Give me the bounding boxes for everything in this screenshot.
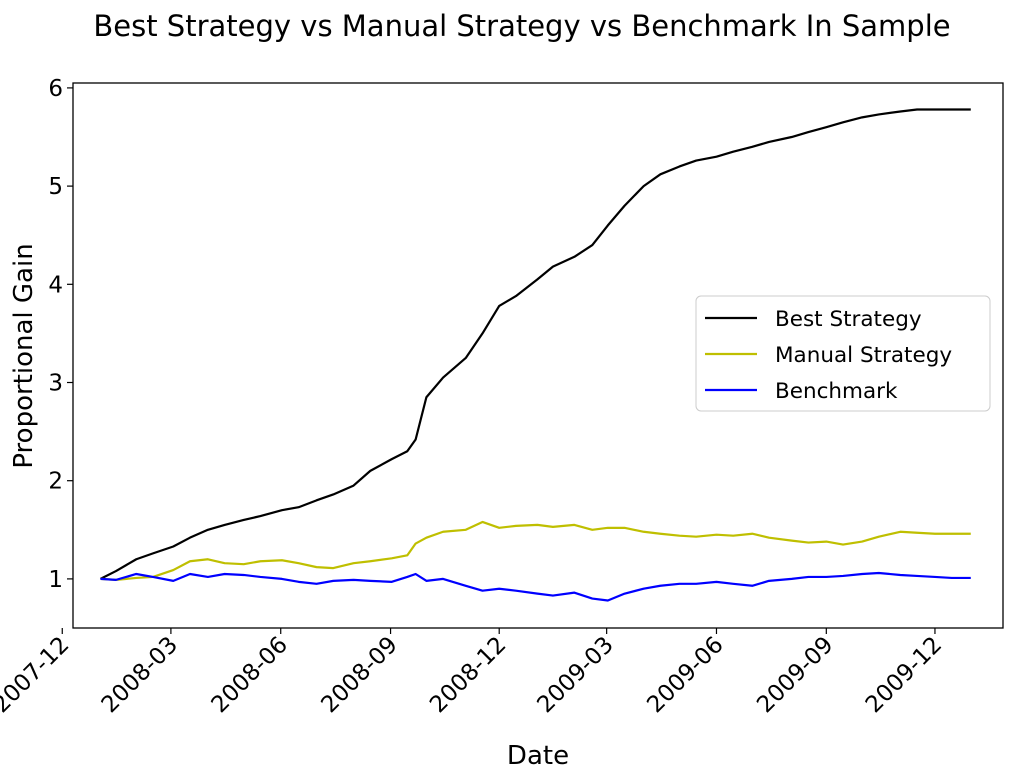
- x-tick-label: 2009-09: [752, 632, 838, 718]
- series-line-manual-strategy: [100, 520, 971, 581]
- legend-label-best-strategy: Best Strategy: [775, 307, 922, 332]
- x-tick-label: 2009-03: [533, 632, 619, 718]
- legend-label-benchmark: Benchmark: [775, 379, 898, 404]
- x-tick-label: 2008-06: [207, 632, 293, 718]
- legend-label-manual-strategy: Manual Strategy: [775, 343, 952, 368]
- y-tick-label: 2: [48, 469, 63, 495]
- y-tick-label: 5: [48, 174, 63, 200]
- x-axis: 2007-12 2008-03 2008-06 2008-09 2008-12 2009-…: [0, 628, 947, 718]
- legend: Best Strategy Manual Strategy Benchmark: [695, 295, 991, 412]
- x-tick-label: 2008-03: [97, 632, 183, 718]
- y-tick-label: 6: [48, 76, 63, 102]
- x-axis-label: Date: [507, 741, 569, 771]
- series-line-best-strategy: [99, 108, 971, 580]
- x-tick-label: 2009-12: [861, 632, 947, 718]
- series-line-benchmark: [100, 571, 971, 602]
- y-tick-label: 4: [48, 272, 63, 298]
- y-axis-label: Proportional Gain: [9, 243, 39, 468]
- legend-box: [695, 295, 991, 412]
- series-layer: [99, 108, 971, 602]
- x-tick-label: 2008-12: [425, 632, 511, 718]
- x-tick-label: 2007-12: [0, 632, 74, 718]
- y-tick-label: 1: [48, 567, 63, 593]
- y-axis: 1 2 3 4 5 6: [48, 76, 73, 593]
- chart-title: Best Strategy vs Manual Strategy vs Benc…: [93, 9, 950, 43]
- y-tick-label: 3: [48, 371, 63, 397]
- x-tick-label: 2009-06: [642, 632, 728, 718]
- x-tick-label: 2008-09: [316, 632, 402, 718]
- plot-area-frame: [72, 82, 1004, 629]
